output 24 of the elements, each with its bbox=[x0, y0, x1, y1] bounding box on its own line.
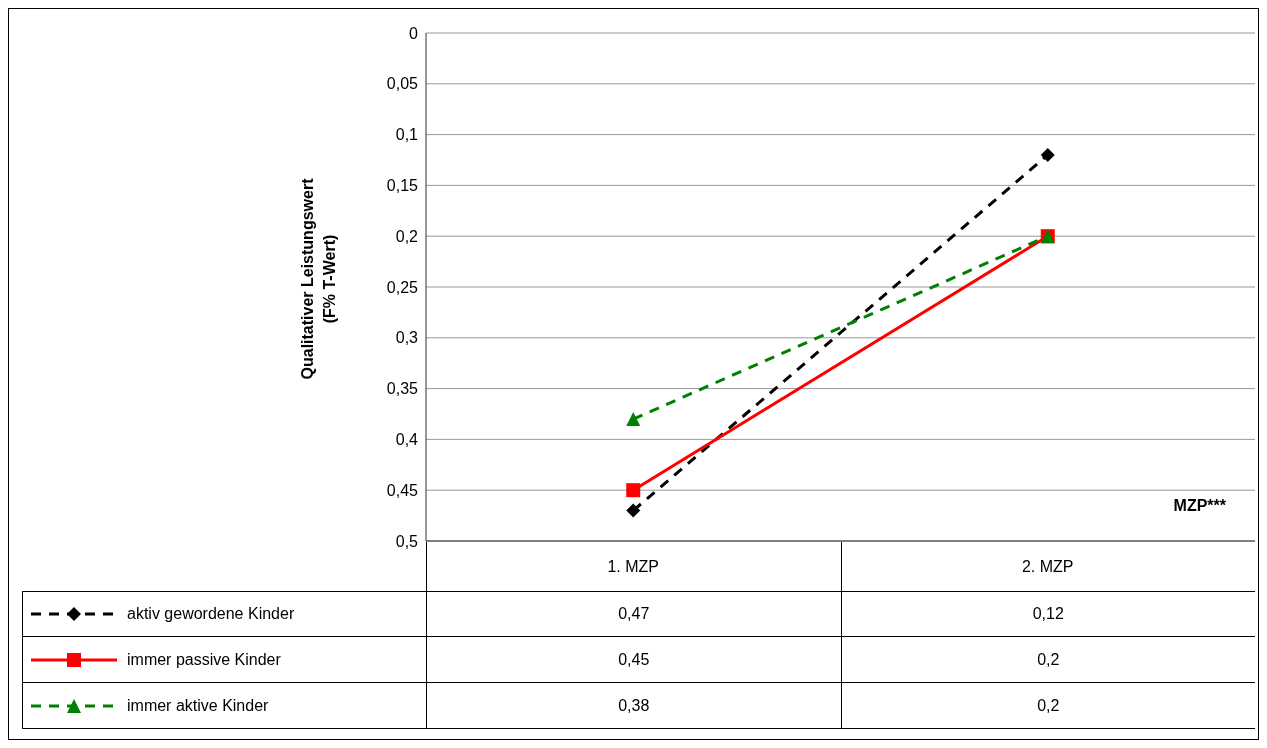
y-tick-label: 0,5 bbox=[395, 532, 419, 550]
y-tick-label: 0,3 bbox=[395, 329, 419, 347]
y-tick-label: 0,05 bbox=[386, 75, 419, 93]
y-tick-label: 0,45 bbox=[386, 481, 419, 499]
data-label: 0,45 bbox=[426, 637, 841, 683]
legend-label: aktiv gewordene Kinder bbox=[127, 605, 295, 623]
x-tick-label: 1. MZP bbox=[607, 558, 660, 576]
x-tick-label: 2. MZP bbox=[1021, 558, 1074, 576]
data-label: 0,47 bbox=[426, 591, 841, 637]
y-tick-label: 0,2 bbox=[395, 227, 419, 245]
data-label: 0,38 bbox=[426, 683, 841, 729]
data-label: 0,2 bbox=[840, 637, 1255, 683]
legend-label: immer aktive Kinder bbox=[127, 696, 269, 715]
legend-label: immer passive Kinder bbox=[127, 650, 281, 669]
y-tick-label: 0,15 bbox=[386, 177, 419, 195]
y-axis-title: Qualitativer Leistungswert (F% T-Wert) bbox=[298, 178, 339, 380]
data-label: 0,12 bbox=[840, 591, 1255, 637]
y-tick-label: 0,1 bbox=[395, 126, 419, 144]
y-tick-label: 0 bbox=[409, 24, 419, 42]
annotation: MZP*** bbox=[1173, 497, 1226, 515]
data-label: 0,2 bbox=[840, 683, 1255, 729]
y-tick-label: 0,4 bbox=[395, 431, 419, 449]
y-tick-label: 0,35 bbox=[386, 380, 419, 398]
y-tick-label: 0,25 bbox=[386, 278, 419, 296]
